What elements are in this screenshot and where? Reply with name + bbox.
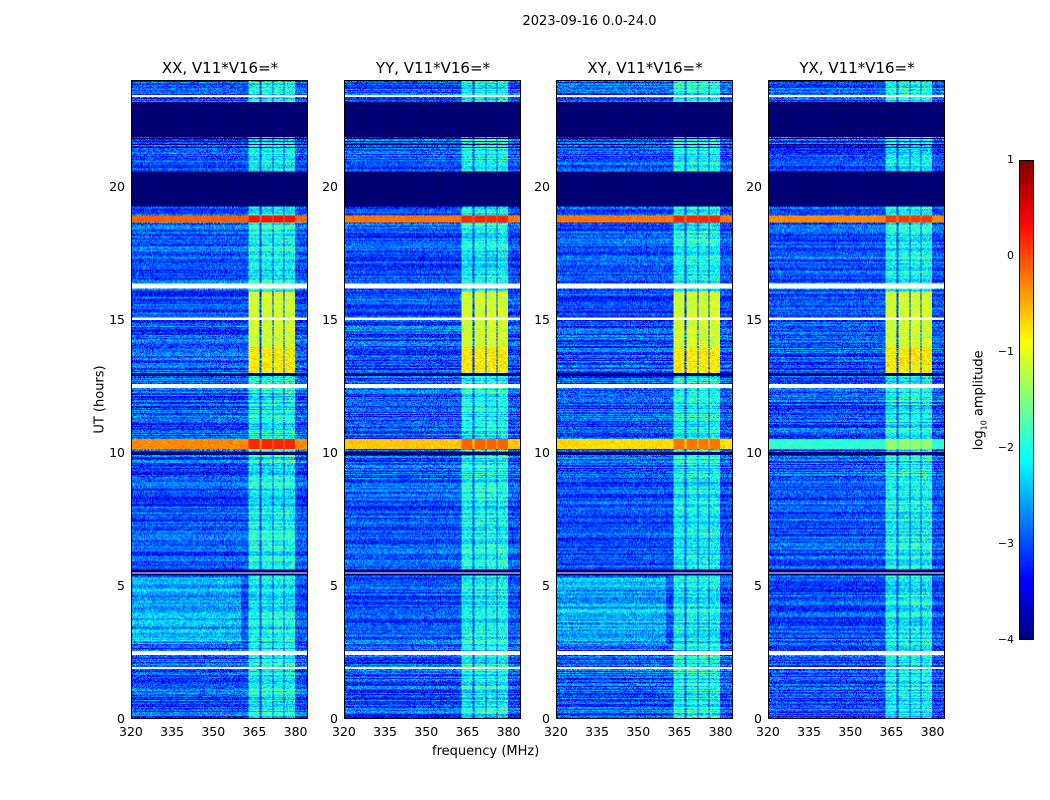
y-tick-label: 0 [754, 711, 762, 726]
x-tick-label: 320 [544, 724, 568, 739]
x-tick-label: 380 [920, 724, 945, 739]
spectrogram-panel [344, 80, 521, 719]
spectrogram-image [769, 81, 944, 718]
x-tick-label: 335 [373, 724, 398, 739]
y-tick-label: 0 [117, 711, 125, 726]
y-tick-label: 20 [534, 178, 550, 194]
x-tick-label: 320 [119, 724, 143, 739]
x-tick-label: 335 [585, 724, 610, 739]
x-tick-label: 350 [414, 724, 439, 739]
spectrogram-panel [131, 80, 308, 719]
y-tick-label: 0 [330, 711, 338, 726]
y-tick-label: 10 [109, 444, 125, 460]
y-axis-label: UT (hours) [92, 365, 108, 434]
x-tick-label: 380 [496, 724, 521, 739]
x-tick-label: 335 [160, 724, 185, 739]
x-tick-label: 380 [708, 724, 733, 739]
x-tick-label: 350 [201, 724, 226, 739]
y-tick-label: 10 [322, 444, 338, 460]
x-tick-label: 320 [756, 724, 780, 739]
y-tick-label: 20 [322, 178, 338, 194]
colorbar [1019, 160, 1034, 640]
panel-title: YX, V11*V16=* [799, 59, 915, 77]
panel-title: XY, V11*V16=* [587, 59, 703, 77]
panel-title: YY, V11*V16=* [375, 59, 491, 77]
spectrogram-panel [556, 80, 733, 719]
panel-title: XX, V11*V16=* [161, 59, 279, 77]
y-tick-label: 15 [746, 311, 762, 327]
x-tick-label: 350 [838, 724, 863, 739]
colorbar-tick-label: −4 [997, 633, 1014, 646]
colorbar-tick-label: −2 [997, 441, 1014, 454]
y-tick-label: 10 [746, 444, 762, 460]
x-tick-label: 320 [332, 724, 356, 739]
x-axis-label: frequency (MHz) [432, 744, 540, 759]
spectrogram-panel [768, 80, 945, 719]
y-tick-label: 20 [746, 178, 762, 194]
y-tick-label: 5 [117, 577, 125, 593]
y-tick-label: 20 [109, 178, 125, 194]
colorbar-tick-label: −1 [997, 345, 1014, 358]
x-tick-label: 350 [626, 724, 651, 739]
colorbar-tick-label: −3 [997, 537, 1014, 550]
colorbar-tick-label: 0 [1007, 249, 1014, 262]
spectrogram-image [132, 81, 307, 718]
y-tick-label: 15 [322, 311, 338, 327]
x-tick-label: 365 [667, 724, 692, 739]
y-tick-label: 5 [330, 577, 338, 593]
y-tick-label: 10 [534, 444, 550, 460]
colorbar-tick-label: 1 [1007, 153, 1014, 166]
y-tick-label: 5 [754, 577, 762, 593]
x-tick-label: 365 [242, 724, 267, 739]
x-tick-label: 380 [283, 724, 308, 739]
y-tick-label: 15 [534, 311, 550, 327]
y-tick-label: 0 [542, 711, 550, 726]
spectrogram-image [345, 81, 520, 718]
figure-title: 2023-09-16 0.0-24.0 [522, 14, 657, 29]
spectrogram-image [557, 81, 732, 718]
y-tick-label: 15 [109, 311, 125, 327]
y-tick-label: 5 [542, 577, 550, 593]
x-tick-label: 335 [797, 724, 822, 739]
x-tick-label: 365 [879, 724, 904, 739]
colorbar-label: log10 amplitude [971, 350, 989, 451]
x-tick-label: 365 [455, 724, 480, 739]
